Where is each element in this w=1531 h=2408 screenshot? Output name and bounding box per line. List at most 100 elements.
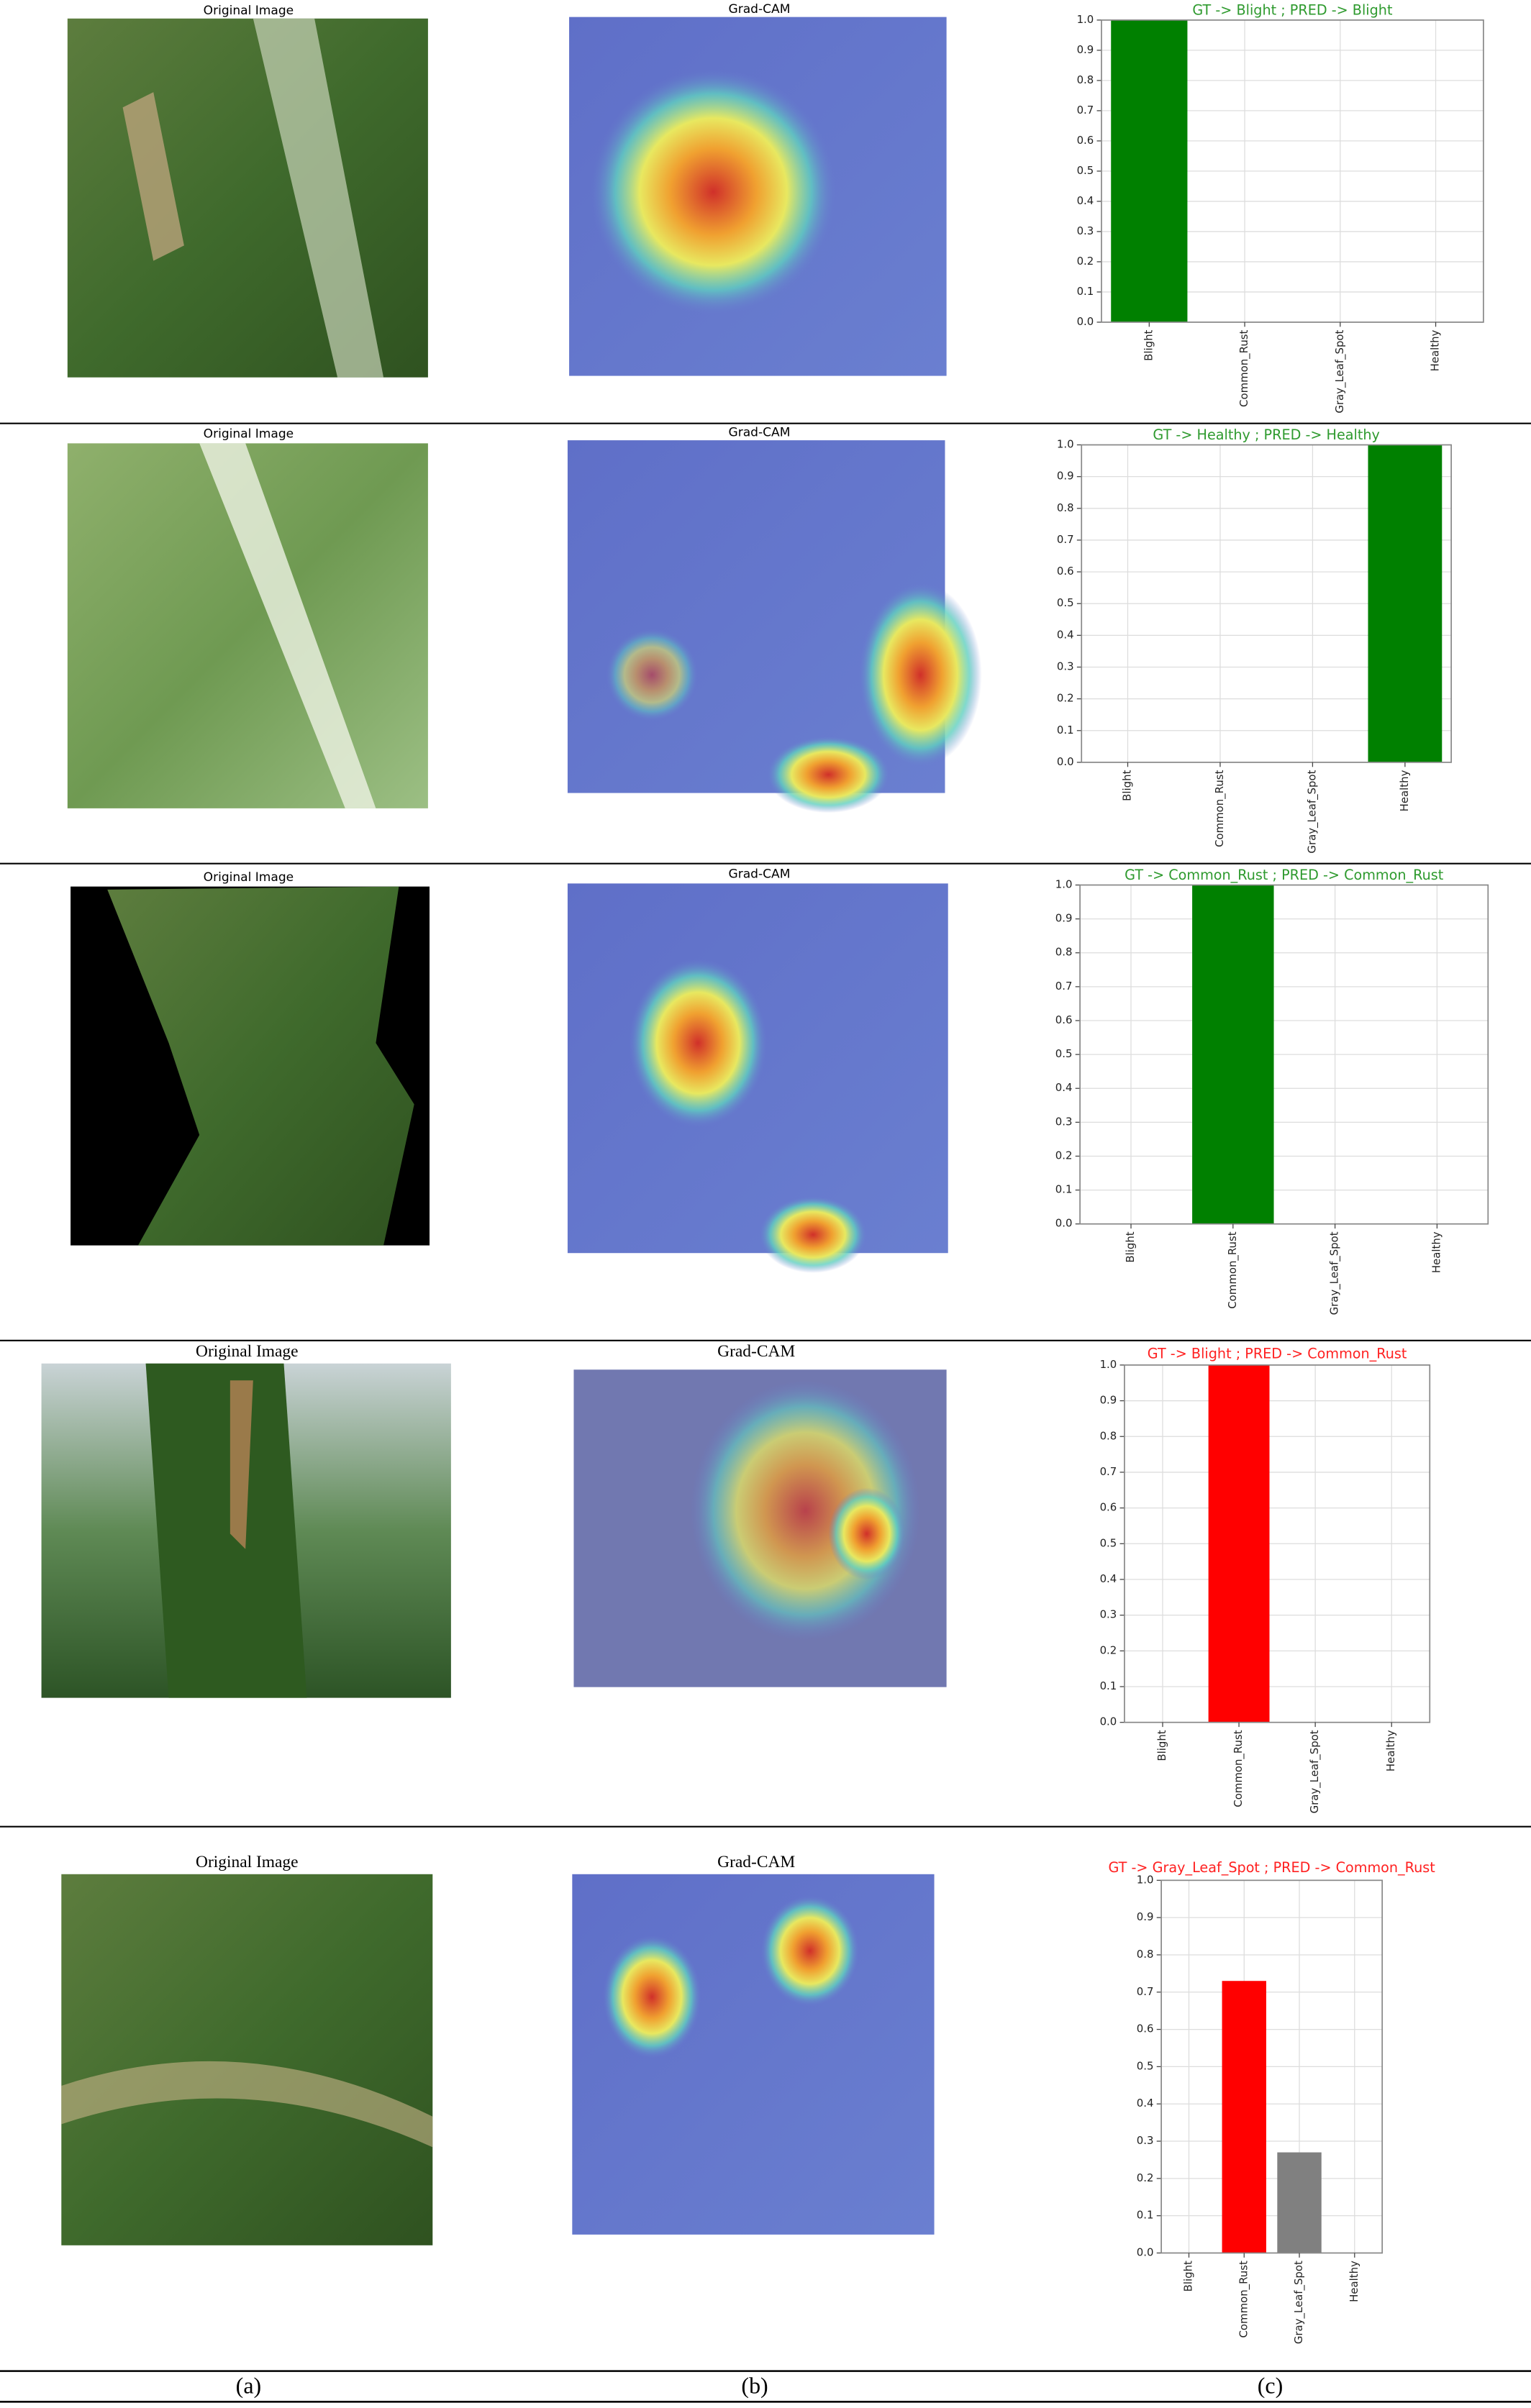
y-tick-label: 0.4 [1137,2097,1154,2110]
y-tick-label: 0.0 [1100,1715,1117,1728]
y-tick-label: 0.0 [1055,1217,1073,1230]
caption: (a) [236,2373,261,2398]
y-tick-label: 0.3 [1100,1608,1117,1621]
y-tick-label: 0.8 [1077,73,1094,86]
x-tick-label: Healthy [1384,1730,1397,1771]
y-tick-label: 0.3 [1077,224,1094,237]
y-tick-label: 0.7 [1100,1465,1117,1478]
x-tick-label: Blight [1124,1231,1137,1262]
y-tick-label: 1.0 [1077,13,1094,26]
x-tick-label: Common_Rust [1237,2261,1250,2338]
y-tick-label: 0.8 [1055,946,1073,959]
cam-title: Grad-CAM [729,2,791,17]
y-tick-label: 0.1 [1057,724,1074,736]
bar-chart: 0.0 0.1 0.2 0.3 0.4 0.5 0.6 0.7 0.8 0.9 1.0 Blight C… [1100,1345,1431,1813]
x-tick-label: Common_Rust [1232,1730,1245,1807]
y-tick-label: 0.2 [1055,1149,1073,1162]
y-tick-label: 0.9 [1100,1394,1117,1407]
y-tick-label: 0.7 [1077,104,1094,117]
y-tick-label: 0.9 [1077,43,1094,56]
y-tick-label: 0.9 [1137,1910,1154,1923]
bar-chart: 0.0 0.1 0.2 0.3 0.4 0.5 0.6 0.7 0.8 0.9 1.0 Blight C… [1077,2,1484,414]
y-tick-label: 1.0 [1055,877,1073,890]
x-tick-label: Healthy [1429,329,1442,371]
y-tick-label: 1.0 [1100,1358,1117,1371]
y-tick-label: 0.1 [1137,2209,1154,2222]
bar [1222,1981,1266,2253]
y-tick-label: 0.2 [1137,2171,1154,2184]
x-tick-label: Gray_Leaf_Spot [1292,2261,1305,2344]
bar-chart: 0.0 0.1 0.2 0.3 0.4 0.5 0.6 0.7 0.8 0.9 1.0 Blight C… [1057,427,1452,854]
x-tick-label: Blight [1120,770,1133,801]
plot-frame [1079,884,1489,1225]
image-title: Original Image [196,1853,299,1871]
y-tick-label: 0.1 [1100,1679,1117,1692]
y-tick-label: 0.6 [1100,1501,1117,1514]
chart-title: GT -> Healthy ; PRED -> Healthy [1153,427,1379,443]
y-tick-label: 0.6 [1055,1013,1073,1026]
y-tick-label: 0.2 [1100,1643,1117,1656]
x-tick-label: Common_Rust [1213,770,1226,847]
bar [1111,19,1188,322]
y-tick-label: 0.0 [1057,755,1074,768]
x-tick-label: Gray_Leaf_Spot [1305,770,1318,853]
y-tick-label: 0.4 [1100,1572,1117,1585]
bar [1192,885,1274,1224]
y-tick-label: 0.2 [1077,255,1094,268]
chart-title: GT -> Gray_Leaf_Spot ; PRED -> Common_Ru… [1109,1859,1436,1876]
y-tick-label: 0.7 [1055,980,1073,993]
x-tick-label: Blight [1155,1730,1168,1761]
y-tick-label: 0.9 [1057,470,1074,483]
cam-title: Grad-CAM [729,425,791,439]
y-tick-label: 0.2 [1057,692,1074,705]
bar [1368,444,1443,762]
caption: (c) [1258,2373,1283,2398]
image-title: Original Image [204,427,294,442]
caption: (b) [741,2373,768,2398]
x-tick-label: Healthy [1348,2261,1360,2302]
y-tick-label: 0.3 [1057,660,1074,672]
y-tick-label: 0.0 [1137,2245,1154,2258]
y-tick-label: 0.7 [1057,533,1074,546]
cam-title: Grad-CAM [717,1853,795,1871]
y-tick-label: 0.5 [1055,1047,1073,1060]
y-tick-label: 0.8 [1057,501,1074,514]
x-tick-label: Gray_Leaf_Spot [1328,1231,1341,1315]
chart-title: GT -> Blight ; PRED -> Blight [1192,2,1393,19]
y-tick-label: 0.5 [1100,1536,1117,1549]
y-tick-label: 0.3 [1055,1115,1073,1128]
chart-title: GT -> Common_Rust ; PRED -> Common_Rust [1125,867,1444,883]
y-tick-label: 0.8 [1137,1948,1154,1961]
cam-title: Grad-CAM [717,1342,795,1361]
cam-title: Grad-CAM [729,867,791,882]
y-tick-label: 0.0 [1077,315,1094,328]
image-title: Original Image [196,1342,299,1361]
x-tick-label: Healthy [1430,1231,1443,1273]
x-tick-label: Common_Rust [1237,329,1250,406]
y-tick-label: 0.7 [1137,1985,1154,1998]
y-tick-label: 0.5 [1057,596,1074,609]
y-tick-label: 1.0 [1137,1873,1154,1886]
chart-title: GT -> Blight ; PRED -> Common_Rust [1148,1345,1407,1362]
y-tick-label: 0.4 [1055,1081,1073,1094]
y-tick-label: 0.5 [1137,2059,1154,2072]
y-tick-label: 0.4 [1077,194,1094,207]
x-tick-label: Common_Rust [1226,1231,1239,1308]
y-tick-label: 0.9 [1055,912,1073,925]
x-tick-label: Gray_Leaf_Spot [1333,329,1346,413]
y-tick-label: 0.3 [1137,2134,1154,2147]
bar [1277,2152,1322,2253]
plot-frame [1081,444,1452,763]
y-tick-label: 0.6 [1057,565,1074,578]
y-tick-label: 0.4 [1057,628,1074,641]
y-tick-label: 1.0 [1057,438,1074,451]
layout [0,17,1531,2403]
y-tick-label: 0.6 [1137,2022,1154,2035]
bar [1208,1364,1270,1723]
bar-chart: 0.0 0.1 0.2 0.3 0.4 0.5 0.6 0.7 0.8 0.9 1.0 Blight C… [1109,1859,1436,2344]
x-tick-label: Blight [1182,2261,1195,2291]
y-tick-label: 0.1 [1055,1183,1073,1196]
plot-frame [1101,19,1484,323]
